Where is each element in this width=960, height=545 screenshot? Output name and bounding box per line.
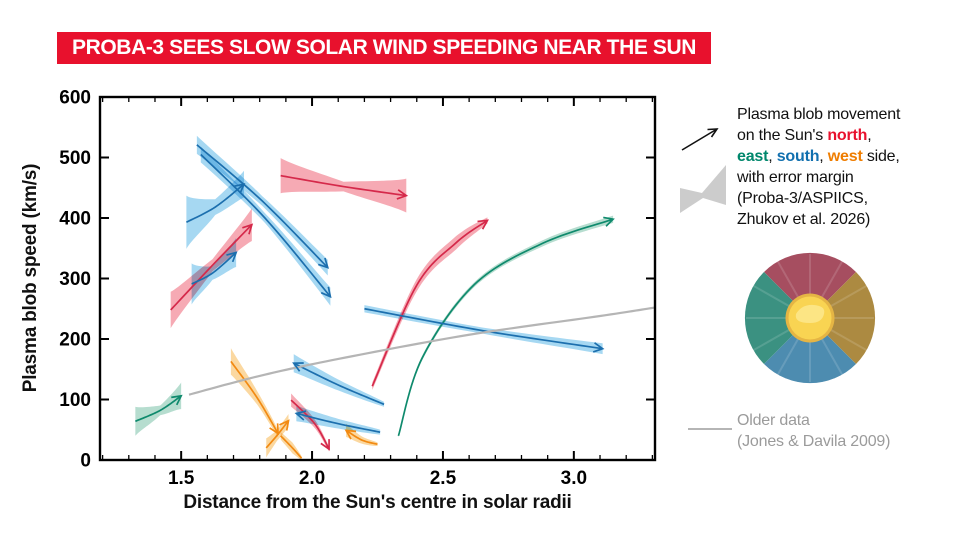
trajectory-west-leftward xyxy=(345,429,378,446)
trajectory-west-descending xyxy=(230,360,279,434)
arrowhead xyxy=(477,219,489,230)
arrowhead xyxy=(242,223,254,235)
sun-quadrant-image xyxy=(744,252,876,384)
sun-east-quadrant xyxy=(744,272,810,364)
trajectory-north-rising-left xyxy=(170,224,253,311)
arrowhead xyxy=(292,362,304,372)
error-band-west-leftward xyxy=(346,423,378,447)
arrowhead xyxy=(396,189,409,200)
legend-line: east, south, west side, xyxy=(737,148,900,165)
arrowhead xyxy=(234,182,246,194)
older-data-label-line2: (Jones & Davila 2009) xyxy=(737,433,891,450)
sun-north-quadrant xyxy=(764,252,856,318)
legend-line: on the Sun's north, xyxy=(737,127,872,144)
trajectory-east-big-rise xyxy=(397,218,614,437)
error-margin-icon xyxy=(680,165,726,213)
y-tick-label: 0 xyxy=(80,451,91,472)
older-data-label: Older data (Jones & Davila 2009) xyxy=(737,410,890,452)
error-band-east-big-rise xyxy=(398,215,614,438)
arrowhead xyxy=(603,216,615,227)
y-tick-label: 600 xyxy=(59,88,91,109)
legend-line: Zhukov et al. 2026) xyxy=(737,211,871,228)
trajectory-west-descending-tail xyxy=(280,435,303,459)
arrowhead xyxy=(269,423,279,435)
older-data-line-swatch xyxy=(688,428,732,430)
arrowhead xyxy=(318,257,330,269)
y-tick-label: 100 xyxy=(59,390,91,411)
x-axis-title: Distance from the Sun's centre in solar … xyxy=(183,492,572,513)
arrowhead xyxy=(320,286,332,299)
x-tick-label: 1.5 xyxy=(168,468,195,489)
arrow-icon xyxy=(681,128,719,151)
legend-line: (Proba-3/ASPIICS, xyxy=(737,190,868,207)
arrowhead xyxy=(294,410,307,421)
error-band-south-rising-upper xyxy=(186,170,244,249)
trajectory-south-rising-upper xyxy=(186,183,245,223)
y-axis-title: Plasma blob speed (km/s) xyxy=(20,163,41,393)
error-band-south-leftward-upper xyxy=(293,354,385,407)
sun-west-quadrant xyxy=(810,272,876,364)
trajectory-older-data-curve xyxy=(188,306,655,396)
error-band-north-big-rise xyxy=(372,217,488,390)
error-band-south-descending-a xyxy=(196,135,328,276)
error-band-east-small-left xyxy=(135,382,182,436)
trajectory-south-leftward-upper xyxy=(293,362,385,406)
sun-bright-spot xyxy=(795,304,825,323)
arrowhead xyxy=(344,429,357,440)
arrowhead xyxy=(592,342,605,353)
trajectory-west-small-rising xyxy=(265,420,290,449)
title-banner: PROBA-3 SEES SLOW SOLAR WIND SPEEDING NE… xyxy=(57,32,712,64)
arrowhead xyxy=(320,439,330,451)
y-tick-label: 200 xyxy=(59,330,91,351)
y-tick-label: 500 xyxy=(59,148,91,169)
trajectory-south-descending-b xyxy=(200,153,332,298)
trajectory-south-rising-lower xyxy=(191,251,237,285)
error-band-north-bowtie-top xyxy=(280,158,407,213)
x-tick-label: 2.5 xyxy=(430,468,457,489)
trajectory-south-leftward-lower xyxy=(296,412,381,434)
trajectory-south-long-rightward xyxy=(364,307,603,350)
trajectory-south-descending-a xyxy=(196,144,329,269)
arrowhead xyxy=(226,251,238,263)
sun-south-quadrant xyxy=(764,318,856,384)
legend-line: Plasma blob movement xyxy=(737,106,901,123)
legend-icon-group xyxy=(680,128,726,213)
plot-svg: 1.5 2.0 2.5 3.0 0 100 200 300 400 500 600 xyxy=(59,88,657,489)
trajectory-north-bowtie-top xyxy=(280,174,407,197)
legend-text: Plasma blob movement on the Sun's north, e… xyxy=(737,104,960,230)
y-tick-label: 400 xyxy=(59,209,91,230)
trajectory-north-big-rise xyxy=(371,219,488,387)
trajectory-east-small-left xyxy=(135,395,182,423)
error-band-south-long-rightward xyxy=(364,305,603,355)
trajectory-north-diving-small xyxy=(290,399,330,450)
legend-line: with error margin xyxy=(737,169,854,186)
x-tick-label: 2.0 xyxy=(299,468,325,489)
y-tick-label: 300 xyxy=(59,269,91,290)
arrowhead xyxy=(279,419,290,431)
x-tick-label: 3.0 xyxy=(561,468,587,489)
older-data-label-line1: Older data xyxy=(737,412,810,429)
chart-canvas: 1.5 2.0 2.5 3.0 0 100 200 300 400 500 600 xyxy=(59,88,657,489)
arrowhead xyxy=(171,394,183,406)
title-text: PROBA-3 SEES SLOW SOLAR WIND SPEEDING NE… xyxy=(72,36,697,59)
